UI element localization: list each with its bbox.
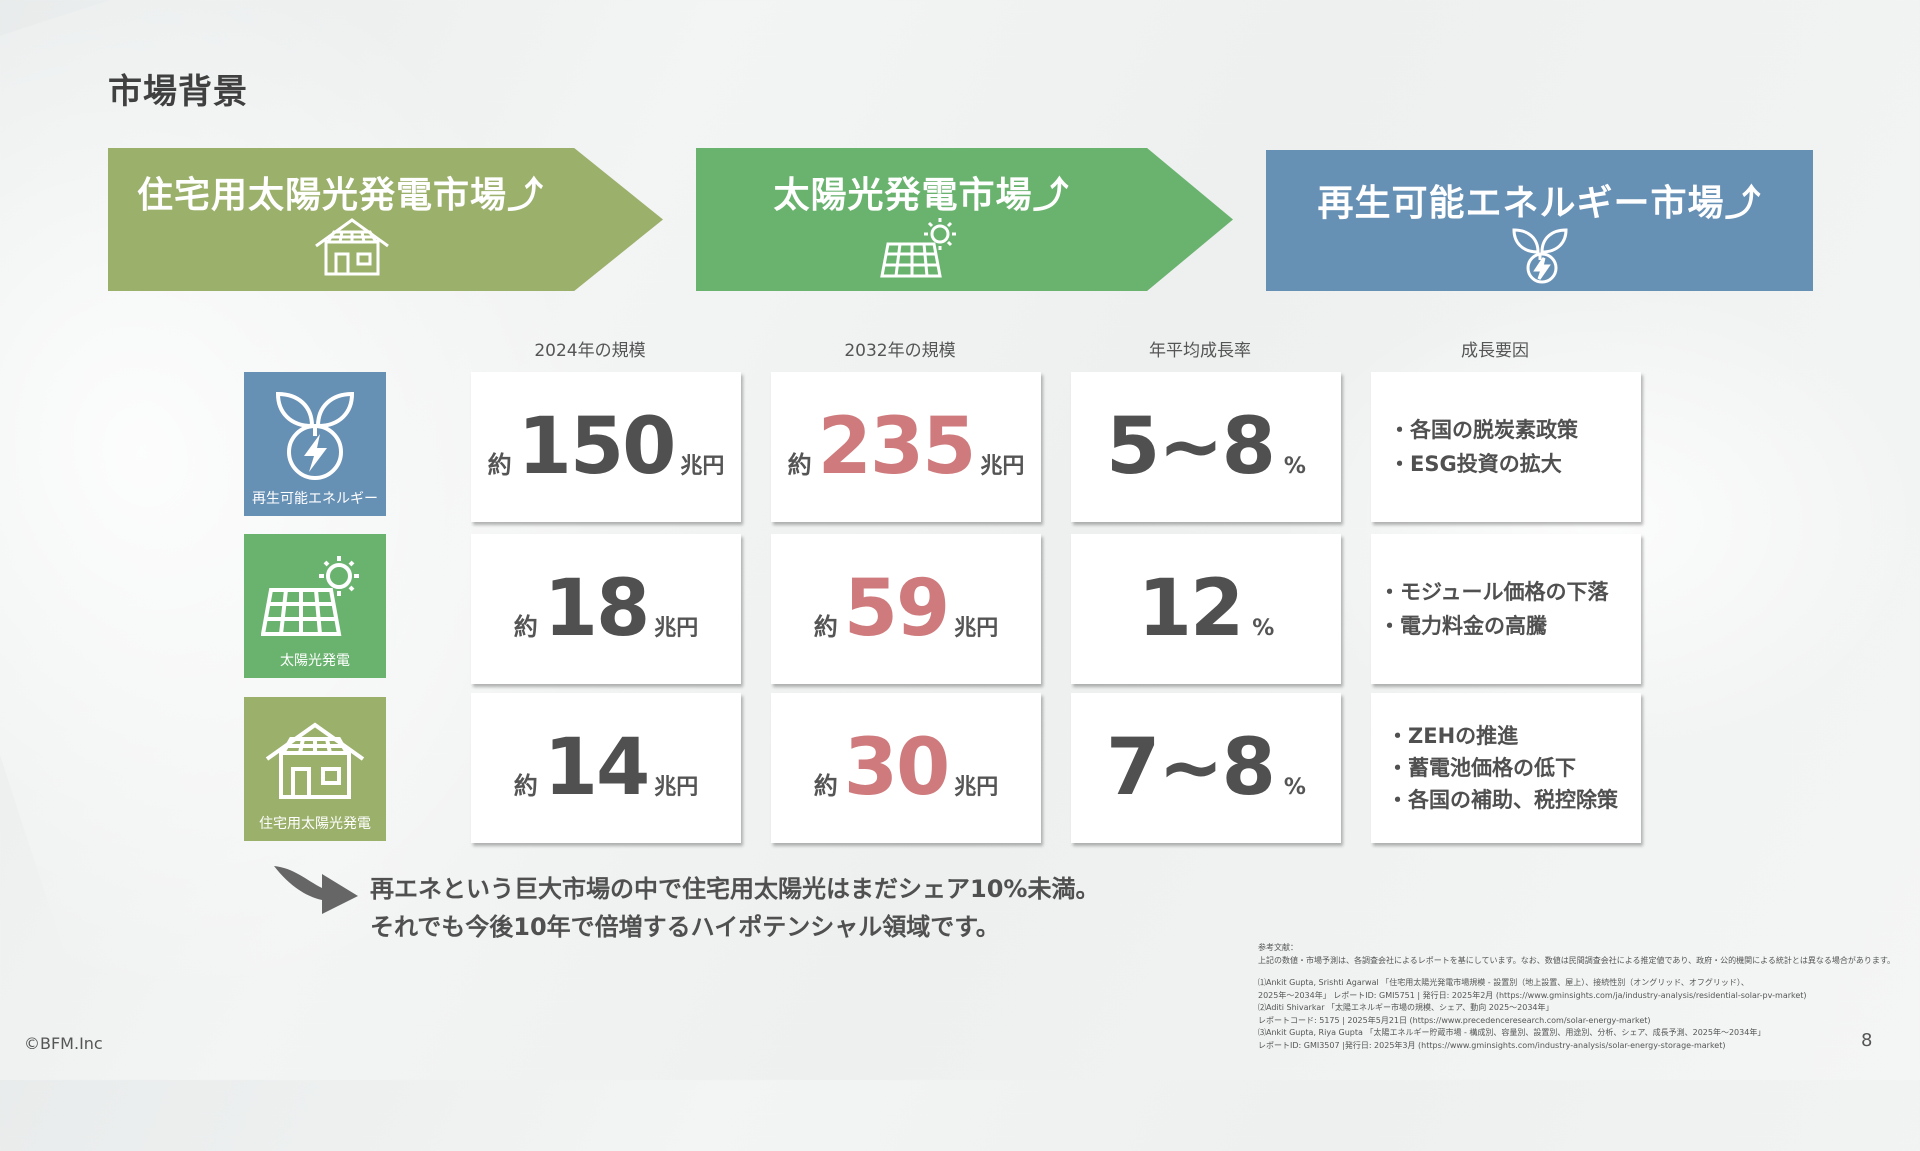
value-unit: %	[1252, 616, 1275, 641]
page-title: 市場背景	[108, 72, 248, 112]
value-prefix: 約	[487, 451, 512, 479]
house-solar-icon	[265, 722, 365, 799]
references: 参考文献： 上記の数値・市場予測は、各調査会社によるレポートを基にしています。な…	[1258, 942, 1898, 1052]
card-factors-residential: ・ZEHの推進 ・蓄電池価格の低下 ・各国の補助、税控除策	[1371, 693, 1641, 843]
reference-spacer	[1258, 967, 1898, 977]
leaf-bolt-icon	[1508, 222, 1572, 290]
reference-line: 上記の数値・市場予測は、各調査会社によるレポートを基にしています。なお、数値は民…	[1258, 955, 1896, 965]
card-2024-renewable: 約 150 兆円	[471, 372, 741, 522]
row-icon-residential: 住宅用太陽光発電	[244, 697, 386, 841]
card-cagr-residential: 7~8 %	[1071, 693, 1341, 843]
value-number: 150	[517, 402, 677, 492]
card-cagr-solar: 12 %	[1071, 534, 1341, 684]
value-prefix: 約	[813, 613, 838, 641]
banner-solar-market: 太陽光発電市場⤴	[696, 148, 1233, 291]
copyright: ©BFM.Inc	[24, 1034, 103, 1053]
card-2032-residential: 約 30 兆円	[771, 693, 1041, 843]
value-unit: 兆円	[954, 616, 999, 641]
trend-up-arrow-icon: ⤴	[1032, 175, 1070, 216]
card-2032-solar: 約 59 兆円	[771, 534, 1041, 684]
card-factors-renewable: ・各国の脱炭素政策 ・ESG投資の拡大	[1371, 372, 1641, 522]
page-number: 8	[1861, 1030, 1873, 1051]
row-label: 太陽光発電	[280, 653, 350, 669]
reference-line: レポートID: GMI3507 |発行日: 2025年3月 (https://w…	[1258, 1040, 1726, 1050]
value-unit: 兆円	[980, 454, 1025, 479]
reference-line: 2025年～2034年」 レポートID: GMI5751 | 発行日: 2025…	[1258, 990, 1807, 1000]
factor-item: ・各国の補助、税控除策	[1387, 788, 1618, 812]
solar-panel-sun-icon	[261, 556, 359, 636]
value-number: 7~8	[1106, 723, 1276, 813]
card-2024-solar: 約 18 兆円	[471, 534, 741, 684]
card-cagr-renewable: 5~8 %	[1071, 372, 1341, 522]
value-number: 59	[843, 564, 951, 654]
row-label: 住宅用太陽光発電	[259, 816, 371, 832]
factor-item: ・各国の脱炭素政策	[1389, 418, 1578, 442]
card-2032-renewable: 約 235 兆円	[771, 372, 1041, 522]
summary-line: それでも今後10年で倍増するハイポテンシャル領域です。	[370, 913, 1000, 941]
value-unit: %	[1283, 775, 1306, 800]
value-unit: 兆円	[654, 775, 699, 800]
factor-item: ・電力料金の高騰	[1379, 614, 1547, 638]
trend-up-arrow-icon: ⤴	[507, 175, 545, 216]
value-number: 18	[543, 564, 651, 654]
card-2024-residential: 約 14 兆円	[471, 693, 741, 843]
banner-residential-solar-market: 住宅用太陽光発電市場⤴	[108, 148, 663, 291]
card-factors-solar: ・モジュール価格の下落 ・電力料金の高騰	[1371, 534, 1641, 684]
value-prefix: 約	[513, 772, 538, 800]
curved-arrow-icon	[272, 858, 362, 918]
house-solar-icon	[312, 216, 392, 282]
row-icon-renewable: 再生可能エネルギー	[244, 372, 386, 516]
factor-item: ・ESG投資の拡大	[1389, 452, 1562, 476]
banner-label: 再生可能エネルギー市場	[1317, 183, 1725, 224]
value-number: 14	[543, 723, 651, 813]
leaf-bolt-icon	[275, 391, 355, 480]
row-label: 再生可能エネルギー	[252, 491, 378, 507]
column-header-2032: 2032年の規模	[844, 341, 956, 361]
value-prefix: 約	[513, 613, 538, 641]
trend-up-arrow-icon: ⤴	[1724, 183, 1762, 224]
reference-line: ⑴Ankit Gupta, Srishti Agarwal 「住宅用太陽光発電市…	[1258, 978, 1749, 987]
reference-line: 参考文献：	[1258, 943, 1298, 952]
value-number: 30	[843, 723, 951, 813]
column-header-cagr: 年平均成長率	[1149, 341, 1251, 361]
summary-text: 再エネという巨大市場の中で住宅用太陽光はまだシェア10%未満。 それでも今後10…	[370, 870, 1099, 946]
column-header-2024: 2024年の規模	[534, 341, 646, 361]
factor-item: ・蓄電池価格の低下	[1387, 756, 1576, 780]
value-number: 12	[1137, 564, 1245, 654]
reference-line: ⑶Ankit Gupta, Riya Gupta 「太陽エネルギー貯蔵市場 - …	[1258, 1028, 1766, 1037]
banner-renewable-energy-market: 再生可能エネルギー市場⤴	[1266, 150, 1813, 291]
summary-line: 再エネという巨大市場の中で住宅用太陽光はまだシェア10%未満。	[370, 875, 1100, 903]
banner-label: 住宅用太陽光発電市場	[136, 175, 507, 216]
factor-item: ・モジュール価格の下落	[1379, 580, 1609, 604]
solar-panel-sun-icon	[879, 216, 964, 284]
value-prefix: 約	[813, 772, 838, 800]
row-icon-solar: 太陽光発電	[244, 534, 386, 678]
value-number: 5~8	[1106, 402, 1276, 492]
value-unit: 兆円	[954, 775, 999, 800]
value-number: 235	[817, 402, 977, 492]
value-unit: 兆円	[654, 616, 699, 641]
value-unit: %	[1283, 454, 1306, 479]
banner-label: 太陽光発電市場	[773, 175, 1033, 216]
column-header-factors: 成長要因	[1461, 341, 1529, 361]
factor-item: ・ZEHの推進	[1387, 724, 1519, 748]
value-prefix: 約	[787, 451, 812, 479]
value-unit: 兆円	[680, 454, 725, 479]
reference-line: レポートコード: 5175 | 2025年5月21日 (https://www.…	[1258, 1015, 1651, 1025]
reference-line: ⑵Aditi Shivarkar 「太陽エネルギー市場の規模、シェア、動向 20…	[1258, 1003, 1554, 1012]
